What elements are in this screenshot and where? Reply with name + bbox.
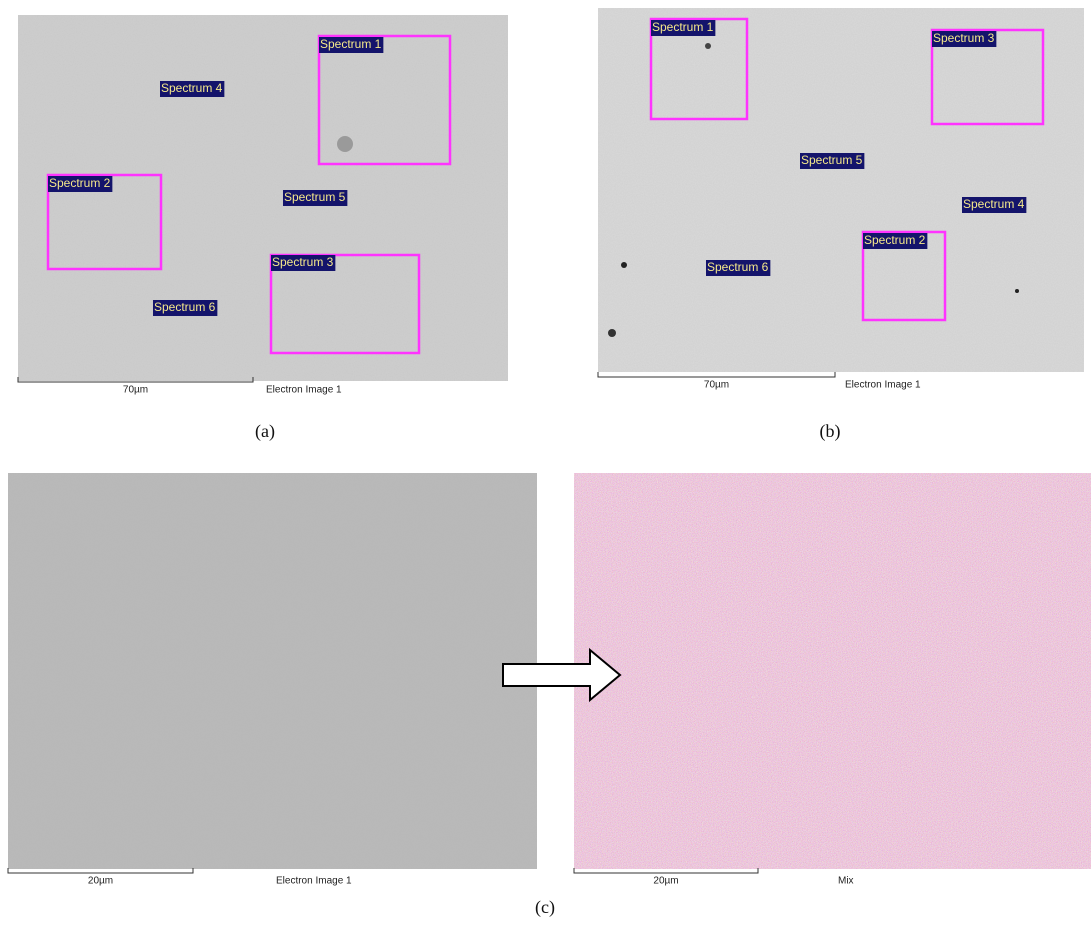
panel-b-image: [598, 8, 1084, 372]
arrow: [502, 647, 622, 703]
spectrum-label-bg: [932, 31, 997, 47]
spectrum-label: Spectrum 2: [864, 233, 926, 247]
scale-bar: [573, 868, 759, 874]
scale-bar: [7, 868, 194, 874]
spectrum-label: Spectrum 4: [161, 81, 223, 95]
scale-bar-label: 20µm: [88, 876, 113, 887]
image-label: Electron Image 1: [845, 380, 921, 391]
spectrum-label-bg: [48, 176, 113, 192]
panel-c-left-image: [8, 473, 537, 869]
spectrum-box: [861, 230, 947, 322]
spectrum-label: Spectrum 2: [49, 176, 111, 190]
spectrum-label-bg: [651, 20, 716, 36]
scale-bar-label: 70µm: [123, 385, 148, 396]
spectrum-label: Spectrum 4: [963, 197, 1025, 211]
caption: (c): [535, 897, 555, 918]
spectrum-box: [46, 173, 163, 271]
spectrum-label-bg: [706, 260, 771, 276]
scale-bar-label: 20µm: [653, 876, 678, 887]
scale-bar-label: 70µm: [704, 380, 729, 391]
spectrum-label-bg: [319, 37, 384, 53]
spectrum-label-bg: [153, 300, 218, 316]
spectrum-label-bg: [271, 255, 336, 271]
spectrum-label-bg: [962, 197, 1027, 213]
spectrum-label-bg: [800, 153, 865, 169]
spectrum-label: Spectrum 3: [272, 255, 334, 269]
panel-a-image: [18, 15, 508, 381]
spectrum-box: [930, 28, 1045, 126]
caption: (a): [255, 421, 275, 442]
panel-c-right-image: [574, 473, 1091, 869]
caption: (b): [820, 421, 841, 442]
spectrum-label-bg: [863, 233, 928, 249]
spectrum-label: Spectrum 6: [154, 300, 216, 314]
spectrum-label: Spectrum 5: [284, 190, 346, 204]
spectrum-label: Spectrum 1: [320, 37, 382, 51]
spectrum-label: Spectrum 6: [707, 260, 769, 274]
spectrum-box: [649, 17, 749, 121]
spectrum-label-bg: [283, 190, 348, 206]
spectrum-label: Spectrum 5: [801, 153, 863, 167]
spectrum-label: Spectrum 3: [933, 31, 995, 45]
spectrum-label-bg: [160, 81, 225, 97]
image-label: Electron Image 1: [266, 385, 342, 396]
image-label: Electron Image 1: [276, 876, 352, 887]
spectrum-box: [269, 253, 421, 355]
spectrum-label: Spectrum 1: [652, 20, 714, 34]
scale-bar: [597, 372, 836, 378]
scale-bar: [17, 377, 254, 383]
image-label: Mix: [838, 876, 854, 887]
spectrum-box: [317, 34, 452, 166]
annotations: Spectrum 1 Spectrum 4 Spectrum 2 Spectrum 5…: [7, 17, 1045, 918]
